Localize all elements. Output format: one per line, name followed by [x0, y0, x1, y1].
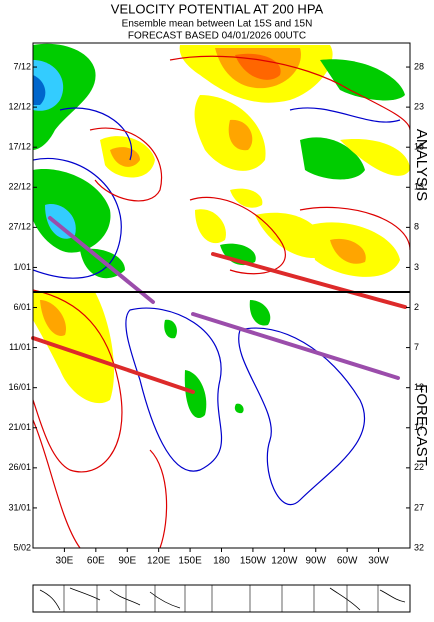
y2-tick-label: 7: [414, 342, 419, 352]
y-tick-label: 11/01: [9, 342, 31, 352]
y-tick-label: 27/12: [8, 222, 31, 232]
x-tick-label: 90E: [118, 556, 136, 567]
y-tick-label: 31/01: [8, 502, 31, 512]
y-tick-label: 17/12: [8, 142, 31, 152]
y2-tick-label: 23: [414, 102, 424, 112]
y2-tick-label: 18: [414, 142, 424, 152]
x-tick-label: 60E: [87, 556, 105, 567]
x-tick-label: 30E: [56, 556, 74, 567]
x-tick-label: 90W: [305, 556, 326, 567]
x-tick-label: 180: [213, 556, 230, 567]
y-tick-label: 12/12: [8, 102, 31, 112]
trend-lines: [31, 216, 407, 394]
y-tick-label: 5/02: [13, 542, 31, 552]
y-tick-label: 7/12: [13, 61, 31, 71]
y2-tick-label: 28: [414, 61, 424, 71]
forecast-label: FORECAST: [413, 384, 430, 466]
chart-title: VELOCITY POTENTIAL AT 200 HPA: [111, 1, 324, 16]
x-tick-label: 60W: [337, 556, 358, 567]
y2-tick-label: 22: [414, 462, 424, 472]
chart-subtitle: Ensemble mean between Lat 15S and 15N: [122, 19, 313, 30]
x-tick-label: 150E: [178, 556, 202, 567]
x-tick-label: 120E: [147, 556, 171, 567]
y-tick-label: 21/01: [8, 422, 31, 432]
y-tick-label: 26/01: [8, 462, 31, 472]
contour-field: [33, 43, 410, 548]
y2-tick-label: 12: [414, 382, 424, 392]
x-tick-label: 120W: [271, 556, 298, 567]
x-tick-label: 30W: [368, 556, 389, 567]
y2-tick-label: 17: [414, 422, 424, 432]
y-tick-label: 22/12: [8, 182, 31, 192]
x-tick-label: 150W: [240, 556, 267, 567]
y2-tick-label: 27: [414, 502, 424, 512]
analysis-label: ANALYSIS: [413, 129, 430, 201]
y-tick-label: 6/01: [13, 302, 31, 312]
y2-tick-label: 32: [414, 542, 424, 552]
y-tick-label: 16/01: [8, 382, 31, 392]
y2-tick-label: 2: [414, 302, 419, 312]
map-strip: [32, 584, 411, 613]
y2-tick-label: 8: [414, 222, 419, 232]
y2-tick-label: 13: [414, 182, 424, 192]
y-tick-label: 1/01: [13, 262, 31, 272]
chart-note: FORECAST BASED 04/01/2026 00UTC: [128, 31, 306, 42]
y2-tick-label: 3: [414, 262, 419, 272]
